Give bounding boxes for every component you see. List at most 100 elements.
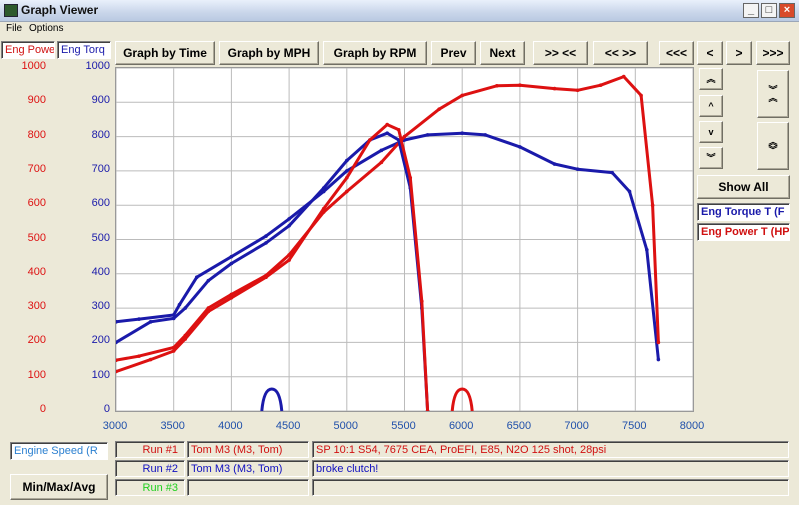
rpm-chart [116, 68, 693, 411]
scroll-far-right-button[interactable]: >>> [756, 41, 790, 65]
data-point [206, 278, 211, 283]
data-point [645, 247, 649, 252]
data-point [345, 175, 349, 180]
data-point [396, 127, 401, 132]
graph-by-time-button[interactable]: Graph by Time [115, 41, 215, 65]
x-tick-label: 3500 [160, 420, 185, 432]
data-point [116, 369, 118, 374]
data-point [137, 354, 141, 358]
data-point [264, 275, 268, 280]
x-tick-label: 4000 [218, 420, 243, 432]
data-point [206, 309, 211, 314]
run-1-name: Tom M3 (M3, Tom) [187, 441, 309, 458]
collapse-vertical-icon: ︾ ︽ [768, 85, 778, 103]
data-point [177, 302, 182, 307]
zoom-in-button[interactable]: >> << [533, 41, 588, 65]
data-point [656, 340, 661, 345]
scroll-right-button[interactable]: > [726, 41, 752, 65]
zoom-out-button[interactable]: << >> [593, 41, 648, 65]
power-channel-tab[interactable]: Eng Powe [1, 41, 55, 59]
prev-button[interactable]: Prev [431, 41, 476, 65]
x-tick-label: 7000 [564, 420, 589, 432]
minimize-button[interactable]: _ [743, 3, 759, 18]
power-y-tick-label: 300 [27, 300, 46, 313]
torque-y-tick-label: 400 [91, 265, 110, 278]
data-point [627, 189, 632, 194]
x-tick-label: 3000 [102, 420, 128, 432]
x-tick-label: 6500 [506, 420, 532, 432]
x-tick-label: 4500 [275, 420, 301, 432]
scroll-down-button[interactable]: v [699, 121, 723, 143]
data-point [321, 206, 326, 211]
series-line-power-run2 [116, 123, 430, 411]
scroll-left-button[interactable]: < [697, 41, 723, 65]
torque-y-tick-label: 900 [91, 94, 110, 107]
data-point [460, 93, 465, 98]
zoom-y-in-button[interactable]: ︾ ︽ [757, 70, 789, 118]
legend-power[interactable]: Eng Power T (HP [697, 223, 790, 241]
data-point [116, 340, 118, 345]
data-point [229, 254, 234, 259]
torque-y-tick-label: 100 [91, 368, 110, 381]
scroll-bottom-button[interactable]: ︾ [699, 147, 723, 169]
scroll-far-left-button[interactable]: <<< [659, 41, 694, 65]
menu-file[interactable]: File [6, 23, 23, 34]
legend-torque[interactable]: Eng Torque T (F [697, 203, 790, 221]
data-point [264, 241, 268, 245]
run-1-note: SP 10:1 S54, 7675 CEA, ProEFI, E85, N2O … [312, 441, 789, 458]
run-2-note: broke clutch! [312, 460, 789, 477]
chevron-up-icon: ^ [708, 101, 714, 111]
torque-y-tick-label: 600 [91, 197, 110, 210]
scroll-top-button[interactable]: ︽ [699, 68, 723, 90]
power-y-tick-label: 900 [27, 94, 46, 107]
plot-area[interactable] [115, 67, 694, 412]
graph-by-rpm-button[interactable]: Graph by RPM [323, 41, 427, 65]
x-channel-field[interactable]: Engine Speed (R [10, 442, 108, 460]
data-point [171, 316, 176, 321]
zoom-y-out-button[interactable]: ︽ ︾ [757, 122, 789, 170]
data-point [148, 320, 153, 324]
data-point [420, 299, 424, 304]
menu-options[interactable]: Options [29, 23, 64, 34]
data-point [379, 160, 384, 165]
run-2-name: Tom M3 (M3, Tom) [187, 460, 309, 477]
data-point [287, 223, 291, 228]
data-point [610, 170, 615, 175]
torque-y-tick-label: 0 [103, 403, 110, 415]
power-y-tick-label: 100 [27, 368, 46, 381]
data-point [495, 84, 499, 88]
data-point [206, 306, 211, 310]
data-point [287, 217, 291, 221]
torque-y-tick-label: 1000 [85, 60, 110, 72]
data-point [621, 74, 626, 79]
data-point [402, 134, 407, 139]
x-tick-label: 6000 [448, 420, 474, 432]
close-button[interactable]: × [779, 3, 795, 18]
run-1-label: Run #1 [115, 441, 185, 458]
torque-y-tick-label: 700 [91, 162, 110, 175]
torque-y-tick-label: 500 [91, 231, 110, 244]
data-point [321, 186, 326, 190]
show-all-button[interactable]: Show All [697, 175, 790, 199]
scroll-up-button[interactable]: ^ [699, 95, 723, 117]
torque-y-tick-label: 200 [91, 334, 110, 347]
app-icon [4, 4, 18, 17]
data-point [437, 107, 441, 111]
min-max-avg-button[interactable]: Min/Max/Avg [10, 474, 108, 500]
maximize-button[interactable]: □ [761, 3, 777, 18]
run-3-note [312, 479, 789, 496]
power-y-tick-label: 600 [27, 197, 46, 210]
power-y-tick-label: 0 [39, 403, 46, 415]
series-line-torque-run1 [116, 131, 660, 360]
data-point [650, 203, 655, 207]
graph-by-mph-button[interactable]: Graph by MPH [219, 41, 319, 65]
data-point [183, 337, 188, 341]
data-point [137, 317, 141, 321]
x-tick-label: 5500 [391, 420, 416, 432]
x-tick-label: 8000 [679, 420, 705, 432]
data-point [518, 83, 522, 87]
data-point [385, 122, 389, 127]
torque-channel-tab[interactable]: Eng Torq [57, 41, 111, 59]
next-button[interactable]: Next [480, 41, 525, 65]
x-tick-label: 7500 [622, 420, 647, 432]
